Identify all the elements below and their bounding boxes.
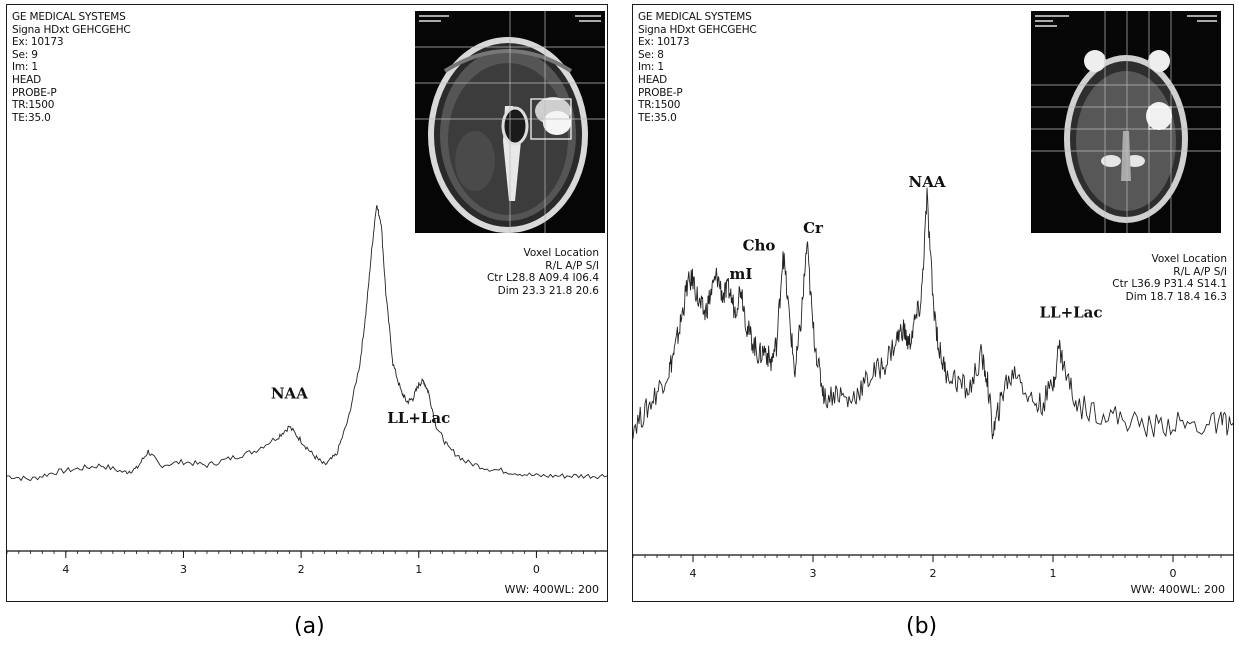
header-line: Im: 1	[638, 61, 664, 74]
x-tick-label: 4	[62, 563, 69, 576]
x-tick-label: 1	[415, 563, 422, 576]
x-tick-label: 1	[1050, 567, 1057, 580]
peak-label: Cho	[743, 237, 776, 255]
window-level-b: WW: 400WL: 200	[1130, 583, 1225, 596]
header-line: Signa HDxt GEHCGEHC	[638, 23, 757, 36]
x-tick-label: 3	[810, 567, 817, 580]
x-tick-label: 0	[1170, 567, 1177, 580]
peak-label: Cr	[803, 219, 824, 237]
peak-label: NAA	[909, 173, 946, 191]
voxel-title: Voxel Location	[1151, 253, 1227, 265]
scanner-header-b: GE MEDICAL SYSTEMS Signa HDxt GEHCGEHC E…	[638, 11, 757, 124]
x-tick-label: 4	[690, 567, 697, 580]
voxel-dimensions: Dim 18.7 18.4 16.3	[1125, 290, 1227, 303]
voxel-center: Ctr L36.9 P31.4 S14.1	[1112, 278, 1227, 290]
header-line: TE:35.0	[12, 111, 51, 124]
mri-thumbnail-b	[1031, 11, 1221, 233]
voxel-location-a: Voxel Location R/L A/P S/I Ctr L28.8 A09…	[487, 247, 599, 297]
caption-b: (b)	[906, 614, 938, 639]
spectrum-line	[7, 205, 607, 482]
spectrum-line	[633, 187, 1233, 440]
header-line: Ex: 10173	[638, 36, 690, 49]
spectrum-plot-b: 4 3 2 1 0 mI Cho Cr NAA LL+Lac	[633, 173, 1233, 580]
header-line: HEAD	[12, 73, 41, 86]
peak-label: NAA	[271, 384, 308, 402]
voxel-columns: R/L A/P S/I	[545, 259, 599, 272]
header-line: Im: 1	[12, 61, 38, 74]
x-tick-label: 0	[533, 563, 540, 576]
header-line: GE MEDICAL SYSTEMS	[638, 11, 752, 23]
x-tick-label: 2	[930, 567, 937, 580]
header-line: Se: 8	[638, 48, 664, 61]
peak-label: mI	[730, 265, 753, 283]
header-line: TE:35.0	[638, 111, 677, 124]
voxel-center: Ctr L28.8 A09.4 I06.4	[486, 272, 599, 284]
header-line: TR:1500	[12, 99, 55, 112]
header-line: PROBE-P	[12, 86, 57, 99]
x-tick-label: 2	[298, 563, 305, 576]
window-level-a: WW: 400WL: 200	[504, 583, 599, 596]
voxel-title: Voxel Location	[523, 247, 599, 259]
spectrum-plot-a: 4 3 2 1 0 NAA LL+Lac	[7, 205, 607, 576]
header-line: Se: 9	[12, 48, 38, 61]
x-tick-label: 3	[180, 563, 187, 576]
peak-label: LL+Lac	[387, 409, 450, 427]
spectrum-panel-b: 4 3 2 1 0 mI Cho Cr NAA LL+Lac GE MEDICAL SYSTEMS…	[632, 4, 1234, 602]
header-line: HEAD	[638, 73, 667, 86]
peak-label: LL+Lac	[1039, 303, 1102, 321]
header-line: Signa HDxt GEHCGEHC	[12, 23, 131, 36]
spectrum-panel-a: 4 3 2 1 0 NAA LL+Lac GE MEDICAL SYSTEMS Signa …	[6, 4, 608, 602]
header-line: TR:1500	[638, 99, 681, 112]
header-line: GE MEDICAL SYSTEMS	[12, 11, 126, 23]
mri-thumbnail-a	[415, 11, 605, 233]
header-line: PROBE-P	[638, 86, 683, 99]
header-line: Ex: 10173	[12, 36, 64, 49]
voxel-location-b: Voxel Location R/L A/P S/I Ctr L36.9 P31…	[1112, 253, 1227, 303]
caption-a: (a)	[294, 614, 325, 639]
voxel-columns: R/L A/P S/I	[1173, 265, 1227, 278]
voxel-dimensions: Dim 23.3 21.8 20.6	[497, 284, 599, 297]
scanner-header-a: GE MEDICAL SYSTEMS Signa HDxt GEHCGEHC E…	[12, 11, 131, 124]
